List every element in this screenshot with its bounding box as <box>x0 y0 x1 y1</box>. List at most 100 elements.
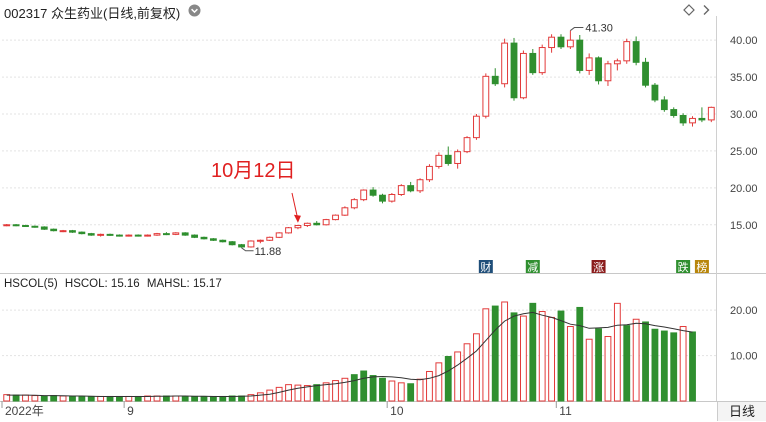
candle <box>397 185 405 195</box>
legend-hscol-value: 15.16 <box>110 278 140 290</box>
min-price-label: 11.88 <box>255 246 282 258</box>
volume-bar <box>181 395 189 402</box>
candle <box>247 240 255 248</box>
candle <box>303 222 311 227</box>
volume-bar <box>40 395 48 402</box>
volume-bar <box>285 384 292 402</box>
volume-bar <box>482 308 490 402</box>
volume-bar <box>294 384 302 402</box>
volume-bar <box>332 380 339 402</box>
x-tick-label: 11 <box>559 404 572 418</box>
legend-mahsl-label: MAHSL: <box>146 278 190 290</box>
candle <box>181 232 189 236</box>
candle <box>388 193 396 202</box>
stock-title: 002317 众生药业(日线,前复权) <box>4 6 181 21</box>
candle <box>275 232 283 238</box>
candle <box>125 234 133 237</box>
candle <box>228 241 236 246</box>
event-marker-label: 跌 <box>678 260 689 274</box>
volume-bar <box>200 395 208 402</box>
volume-bar <box>50 395 58 402</box>
y-tick-label: 10.00 <box>730 351 758 363</box>
volume-bar <box>679 326 687 402</box>
volume-bar <box>97 395 105 402</box>
candle <box>698 117 706 121</box>
volume-bar <box>266 389 274 402</box>
volume-bar <box>632 318 640 402</box>
candle <box>604 63 612 82</box>
candle <box>501 42 509 85</box>
event-marker-box <box>525 260 540 273</box>
candle <box>613 60 621 65</box>
chevron-down-circle-icon[interactable] <box>188 4 201 20</box>
candle <box>585 57 593 71</box>
candle <box>623 41 631 62</box>
volume-bar <box>623 325 631 402</box>
diamond-icon[interactable] <box>683 4 695 19</box>
volume-bar <box>548 316 556 402</box>
volume-bar <box>191 395 199 402</box>
volume-bar <box>78 395 86 402</box>
x-tick-label: 9 <box>127 404 134 418</box>
event-marker-label: 涨 <box>593 261 604 274</box>
volume-bar <box>501 301 509 402</box>
candle <box>341 207 349 216</box>
candle <box>379 194 386 202</box>
y-tick-label: 35.00 <box>730 72 758 84</box>
volume-bar <box>360 370 368 402</box>
indicator-name: HSCOL(5) <box>4 278 58 290</box>
candle <box>3 224 11 227</box>
volume-bar <box>473 333 480 402</box>
max-price-label: 41.30 <box>585 23 613 35</box>
candle <box>416 179 424 192</box>
y-tick-label: 20.00 <box>730 183 758 195</box>
candle <box>294 225 302 229</box>
candle <box>266 236 274 241</box>
volume-bar <box>172 395 180 402</box>
volume-bar <box>162 395 170 402</box>
volume-bar <box>31 395 39 402</box>
candle <box>200 236 208 240</box>
candle <box>529 52 537 74</box>
candle <box>31 225 39 228</box>
period-button[interactable]: 日线 <box>717 402 766 421</box>
volume-bar <box>416 378 424 402</box>
y-tick-label: 15.00 <box>730 220 758 232</box>
candle <box>369 189 377 196</box>
volume-bar <box>585 338 593 402</box>
volume-bar <box>125 395 133 402</box>
volume-bar <box>576 306 584 402</box>
max-pointer <box>570 27 584 31</box>
date-annotation: 10月12日 <box>211 160 296 182</box>
y-tick-label: 20.00 <box>730 305 758 317</box>
volume-bar <box>322 382 330 402</box>
min-pointer <box>241 247 254 252</box>
candle <box>285 227 292 234</box>
candle <box>642 61 649 86</box>
volume-bar <box>595 328 602 402</box>
candle <box>491 75 499 85</box>
event-marker-label: 榜 <box>696 260 707 274</box>
volume-bar <box>256 392 264 402</box>
candle <box>144 234 152 237</box>
volume-bar <box>566 326 574 402</box>
volume-bar <box>12 394 20 402</box>
chevron-right-icon[interactable] <box>700 4 712 19</box>
event-marker-label: 减 <box>527 261 538 274</box>
volume-bar <box>209 395 217 402</box>
candle <box>153 233 161 236</box>
candle <box>209 238 217 241</box>
legend-mahsl-value: 15.17 <box>192 278 222 290</box>
indicator-legend: HSCOL(5) HSCOL: 15.16 MAHSL: 15.17 <box>4 278 222 290</box>
volume-bar <box>604 336 612 402</box>
candle <box>576 39 584 71</box>
candle <box>219 239 227 243</box>
volume-bar <box>397 382 405 402</box>
volume-bar <box>116 395 123 402</box>
volume-bar <box>435 362 443 402</box>
volume-bar <box>651 328 659 402</box>
volume-bar <box>369 375 377 402</box>
volume-bar <box>341 377 349 402</box>
